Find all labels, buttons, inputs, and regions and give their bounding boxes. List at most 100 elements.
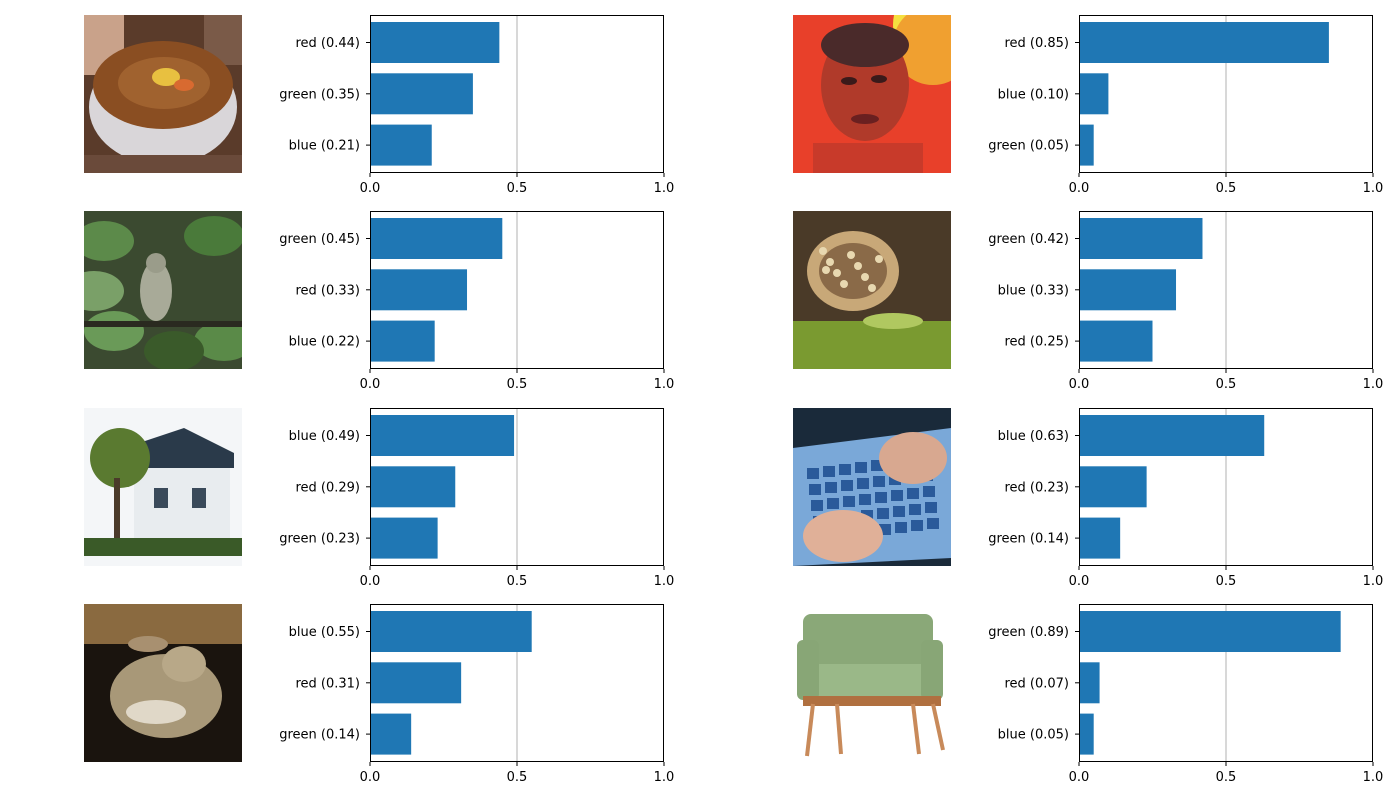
bar (1079, 415, 1265, 456)
x-tick-label: 0.0 (1069, 574, 1090, 589)
axes-frame (370, 211, 664, 369)
x-tick-label: 1.0 (654, 574, 675, 589)
bar (1079, 466, 1147, 508)
x-tick-label: 0.5 (1216, 770, 1237, 785)
category-label: green (0.89) (988, 625, 1069, 640)
axes-frame (1079, 211, 1373, 369)
category-label: blue (0.55) (289, 625, 360, 640)
x-tick-label: 0.0 (360, 377, 381, 392)
category-label: red (0.29) (295, 480, 360, 495)
category-label: blue (0.63) (998, 429, 1069, 444)
category-label: blue (0.22) (289, 335, 360, 350)
category-label: blue (0.21) (289, 139, 360, 154)
axes-frame (370, 604, 664, 762)
x-tick-label: 1.0 (1363, 181, 1384, 196)
axes-frame (370, 408, 664, 566)
category-label: green (0.42) (988, 232, 1069, 247)
category-label: red (0.07) (1004, 676, 1069, 691)
hands-on-keyboard-image (793, 408, 951, 566)
bar (1079, 320, 1153, 362)
bar-chart: blue (0.63) red (0.23) green (0.14) 0.0 0.5 1… (988, 408, 1383, 593)
bar-chart-svg: green (0.45) red (0.33) blue (0.22) 0.0 0.5 1… (279, 211, 674, 392)
x-tick-label: 0.0 (1069, 377, 1090, 392)
bar (1079, 218, 1203, 259)
x-tick-label: 0.0 (1069, 181, 1090, 196)
bird-in-foliage-image (84, 211, 242, 369)
bar (370, 73, 473, 115)
bar-chart-svg: red (0.44) green (0.35) blue (0.21) 0.0 0.5 1… (279, 15, 674, 196)
axes-frame (1079, 604, 1373, 762)
category-label: green (0.14) (988, 532, 1069, 547)
x-tick-label: 1.0 (1363, 377, 1384, 392)
x-tick-label: 1.0 (1363, 574, 1384, 589)
category-label: red (0.31) (295, 676, 360, 691)
category-label: green (0.14) (279, 728, 360, 743)
category-label: red (0.44) (295, 36, 360, 51)
category-label: red (0.85) (1004, 36, 1069, 51)
x-tick-label: 0.5 (507, 574, 528, 589)
bar-chart: red (0.85) blue (0.10) green (0.05) 0.0 0.5 1… (988, 15, 1383, 200)
x-tick-label: 0.0 (360, 181, 381, 196)
bar (370, 662, 462, 704)
man-portrait-red-image (793, 15, 951, 173)
bar-chart: green (0.42) blue (0.33) red (0.25) 0.0 0.5 1… (988, 211, 1383, 396)
bar (1079, 611, 1341, 652)
rabbit-lying-image (84, 604, 242, 762)
green-couch-image (793, 604, 951, 762)
bar (370, 466, 456, 508)
bar-chart-svg: red (0.85) blue (0.10) green (0.05) 0.0 0.5 1… (988, 15, 1383, 196)
category-label: blue (0.33) (998, 283, 1069, 298)
category-label: green (0.35) (279, 87, 360, 102)
x-tick-label: 0.5 (507, 181, 528, 196)
category-label: blue (0.10) (998, 87, 1069, 102)
house-with-trees-image (84, 408, 242, 566)
bar-chart: green (0.89) red (0.07) blue (0.05) 0.0 0.5 1… (988, 604, 1383, 789)
bar-chart-svg: blue (0.63) red (0.23) green (0.14) 0.0 0.5 1… (988, 408, 1383, 589)
bar (370, 713, 412, 755)
category-label: red (0.33) (295, 283, 360, 298)
x-tick-label: 1.0 (654, 377, 675, 392)
bar (1079, 713, 1094, 755)
bar (1079, 269, 1177, 311)
bar-chart-svg: green (0.89) red (0.07) blue (0.05) 0.0 0.5 1… (988, 604, 1383, 785)
bar-chart: green (0.45) red (0.33) blue (0.22) 0.0 0.5 1… (279, 211, 674, 396)
axes-frame (1079, 408, 1373, 566)
category-label: green (0.05) (988, 139, 1069, 154)
bar (370, 415, 515, 456)
x-tick-label: 0.5 (507, 377, 528, 392)
bar-chart-svg: blue (0.55) red (0.31) green (0.14) 0.0 0.5 1… (279, 604, 674, 785)
category-label: red (0.25) (1004, 335, 1069, 350)
category-label: red (0.23) (1004, 480, 1069, 495)
x-tick-label: 0.0 (1069, 770, 1090, 785)
x-tick-label: 0.5 (1216, 377, 1237, 392)
butterfly-on-grass-image (793, 211, 951, 369)
x-tick-label: 0.0 (360, 770, 381, 785)
bar (1079, 22, 1329, 63)
bar (370, 320, 435, 362)
category-label: blue (0.05) (998, 728, 1069, 743)
bar (370, 517, 438, 559)
category-label: green (0.23) (279, 532, 360, 547)
x-tick-label: 1.0 (1363, 770, 1384, 785)
x-tick-label: 0.5 (507, 770, 528, 785)
category-label: blue (0.49) (289, 429, 360, 444)
axes-frame (1079, 15, 1373, 173)
bar-chart: blue (0.55) red (0.31) green (0.14) 0.0 0.5 1… (279, 604, 674, 789)
bar-chart-svg: green (0.42) blue (0.33) red (0.25) 0.0 0.5 1… (988, 211, 1383, 392)
bar-chart: red (0.44) green (0.35) blue (0.21) 0.0 0.5 1… (279, 15, 674, 200)
category-label: green (0.45) (279, 232, 360, 247)
bar (1079, 73, 1109, 115)
x-tick-label: 0.5 (1216, 574, 1237, 589)
bar-chart: blue (0.49) red (0.29) green (0.23) 0.0 0.5 1… (279, 408, 674, 593)
bar (370, 124, 432, 166)
axes-frame (370, 15, 664, 173)
soup-bowl-image (84, 15, 242, 173)
bar (370, 269, 468, 311)
x-tick-label: 0.5 (1216, 181, 1237, 196)
bar (370, 218, 503, 259)
bar (1079, 124, 1094, 166)
x-tick-label: 1.0 (654, 770, 675, 785)
x-tick-label: 0.0 (360, 574, 381, 589)
bar (1079, 517, 1121, 559)
